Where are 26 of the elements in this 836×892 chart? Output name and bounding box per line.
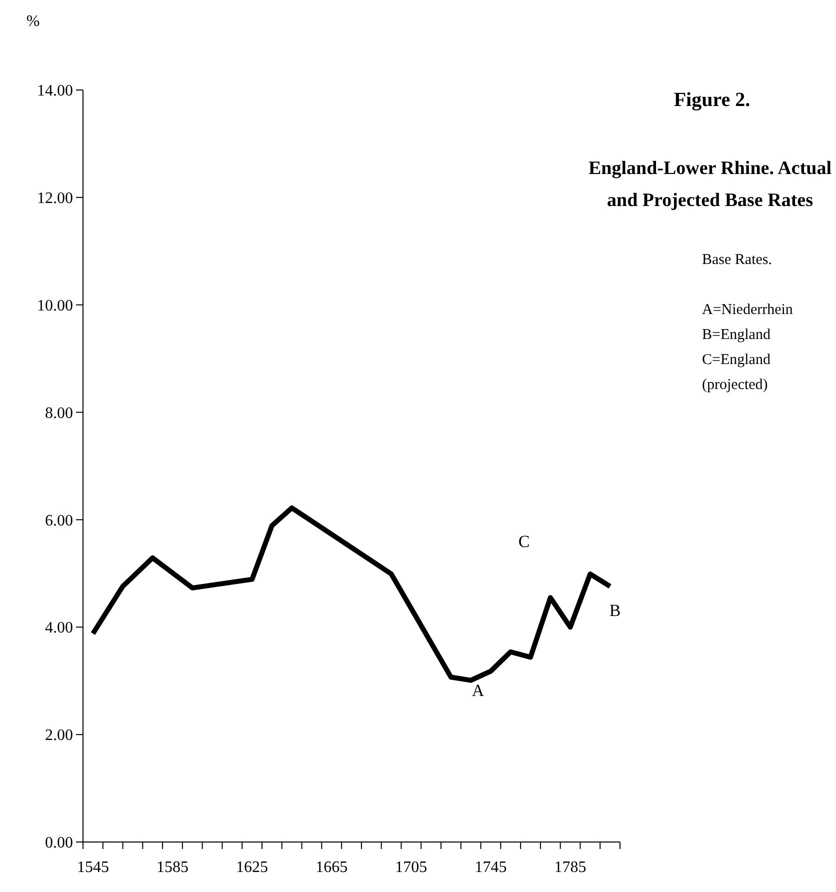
annotation: C: [518, 532, 530, 551]
y-tick-label: 4.00: [45, 620, 73, 637]
y-tick-label: 0.00: [45, 834, 73, 852]
x-tick-label: 1545: [76, 859, 109, 876]
y-tick-label: 6.00: [45, 512, 73, 530]
y-tick-label: 2.00: [45, 727, 73, 744]
annotation: A: [472, 680, 485, 700]
text: (projected): [702, 377, 768, 393]
text: Base Rates.: [702, 252, 772, 268]
y-axis-title: %: [26, 13, 40, 30]
x-tick-label: 1705: [395, 859, 428, 876]
y-tick-label: 10.00: [37, 297, 73, 314]
annotation: B: [609, 600, 621, 620]
y-tick-label: 12.00: [37, 190, 73, 208]
x-tick-label: 1585: [156, 859, 188, 876]
text: B=England: [702, 327, 771, 343]
x-tick-label: 1665: [316, 859, 348, 876]
y-tick-label: 14.00: [37, 82, 73, 100]
text: England-Lower Rhine. Actual and Projected Base Rates: [588, 158, 832, 211]
x-tick-label: 1625: [236, 859, 268, 876]
text: C=England: [702, 352, 771, 368]
text: A=Niederrhein: [702, 302, 794, 318]
x-tick-label: 1745: [474, 859, 507, 876]
y-tick-label: 8.00: [45, 404, 73, 422]
x-tick-label: 1785: [554, 859, 586, 876]
text: Figure 2.: [674, 89, 750, 111]
